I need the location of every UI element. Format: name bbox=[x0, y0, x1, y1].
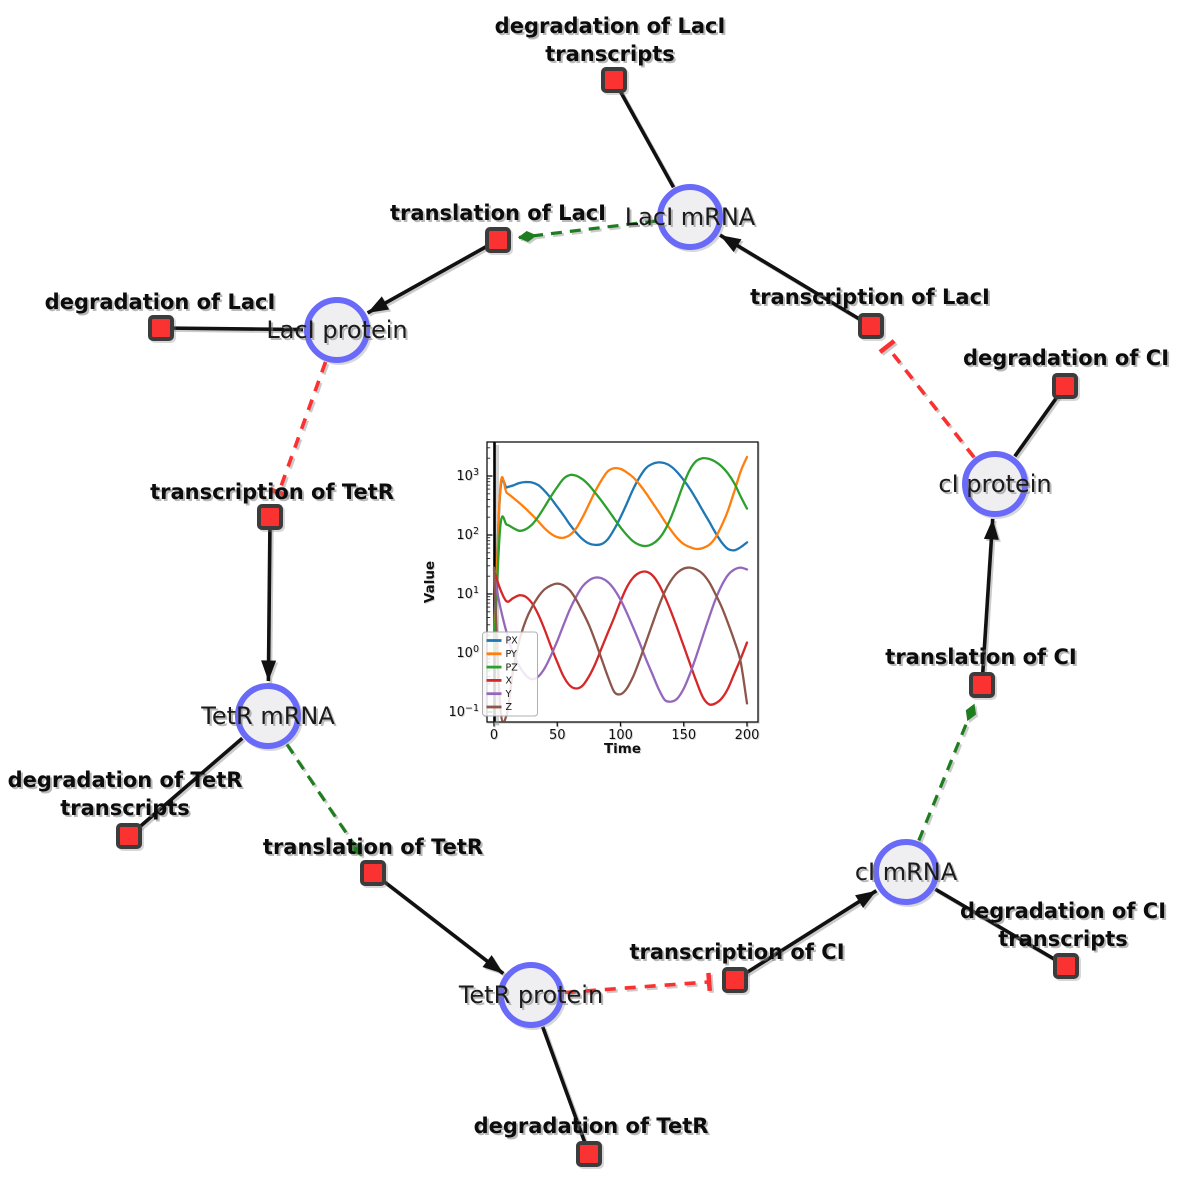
legend-label-PY: PY bbox=[506, 649, 518, 660]
reaction-label-line: degradation of LacI bbox=[44, 290, 276, 314]
edge-modifier-tetr-mrna-tl-tetr bbox=[285, 743, 363, 857]
curve-Z bbox=[492, 566, 749, 722]
reaction-label-line: transcription of LacI bbox=[750, 285, 990, 309]
edge-product-tx-laci-laci-mrna bbox=[719, 233, 871, 327]
reaction-node-tl-ci bbox=[969, 672, 995, 698]
edge-reactant-laci-mrna-deg-laci-tx bbox=[613, 80, 676, 189]
reaction-label-line: transcription of TetR bbox=[150, 480, 394, 504]
species-label-tetr-mrna: TetR mRNA bbox=[201, 702, 335, 730]
y-tick-label: 102 bbox=[456, 526, 479, 543]
edge-reactant-ci-mrna-deg-ci-tx bbox=[934, 887, 1066, 967]
species-node-tetr-protein bbox=[498, 962, 564, 1028]
reaction-label-line: translation of LacI bbox=[390, 201, 606, 225]
edge-reactant-laci-protein-deg-laci bbox=[162, 326, 304, 332]
x-tick-label: 200 bbox=[735, 728, 760, 743]
edge-modifier-ci-mrna-tl-ci bbox=[917, 703, 976, 842]
reaction-label-tl-laci: translation of LacI bbox=[390, 199, 606, 227]
species-node-ci-protein bbox=[962, 451, 1028, 517]
legend-label-X: X bbox=[506, 676, 513, 687]
species-node-laci-mrna bbox=[657, 184, 723, 250]
reaction-label-line: degradation of TetR bbox=[7, 768, 243, 792]
legend-label-PZ: PZ bbox=[506, 662, 519, 673]
legend-label-Y: Y bbox=[505, 689, 512, 700]
edge-reactant-tetr-mrna-deg-tetr-tx bbox=[129, 736, 244, 837]
y-tick-label: 100 bbox=[456, 644, 479, 661]
species-label-laci-protein: LacI protein bbox=[266, 316, 408, 344]
reaction-node-deg-ci bbox=[1052, 373, 1078, 399]
species-node-laci-protein bbox=[304, 297, 370, 363]
y-tick-label: 10−1 bbox=[448, 703, 479, 720]
reaction-label-tx-tetr: transcription of TetR bbox=[150, 478, 394, 506]
edge-inhibitor-laci-protein-tx-tetr bbox=[269, 361, 328, 498]
reaction-node-tx-laci bbox=[858, 313, 884, 339]
edge-product-tx-tetr-tetr-mrna bbox=[261, 518, 277, 682]
edge-product-tx-ci-ci-mrna bbox=[735, 889, 878, 981]
reaction-node-tx-tetr bbox=[257, 504, 283, 530]
legend-label-Z: Z bbox=[506, 702, 513, 713]
reaction-label-line: degradation of CI bbox=[962, 346, 1170, 370]
reaction-label-line: degradation of CI bbox=[959, 899, 1167, 923]
reaction-label-line: degradation of TetR bbox=[473, 1114, 709, 1138]
y-axis-label: Value bbox=[422, 561, 438, 603]
x-tick-label: 150 bbox=[671, 728, 696, 743]
edge-product-tl-laci-laci-protein bbox=[366, 239, 498, 315]
reaction-node-deg-laci-tx bbox=[601, 67, 627, 93]
reaction-label-line: translation of TetR bbox=[262, 835, 484, 859]
species-node-ci-mrna bbox=[873, 839, 939, 905]
reaction-node-deg-tetr bbox=[576, 1141, 602, 1167]
reaction-node-deg-ci-tx bbox=[1053, 953, 1079, 979]
species-label-tetr-protein: TetR protein bbox=[458, 981, 604, 1009]
reaction-label-line: transcription of CI bbox=[629, 940, 845, 964]
y-tick-label: 101 bbox=[456, 585, 479, 602]
reaction-label-tx-ci: transcription of CI bbox=[629, 938, 844, 966]
reaction-label-tx-laci: transcription of LacI bbox=[750, 283, 990, 311]
x-tick-label: 100 bbox=[608, 728, 633, 743]
reaction-label-line: translation of CI bbox=[885, 645, 1077, 669]
reaction-label-line: degradation of LacI bbox=[494, 14, 726, 38]
y-tick-label: 103 bbox=[456, 467, 479, 484]
edge-inhibitor-tetr-protein-tx-ci bbox=[564, 972, 713, 995]
species-label-ci-mrna: cI mRNA bbox=[854, 858, 958, 886]
reaction-label-line: transcripts bbox=[545, 42, 675, 66]
reaction-label-deg-ci-tx: degradation of CI transcripts bbox=[960, 897, 1166, 953]
reaction-node-tx-ci bbox=[722, 967, 748, 993]
reaction-node-tl-laci bbox=[485, 227, 511, 253]
reaction-label-line: transcripts bbox=[60, 796, 190, 820]
reaction-node-deg-laci bbox=[148, 315, 174, 341]
edge-modifier-laci-mrna-tl-laci bbox=[517, 219, 657, 242]
edge-product-tl-tetr-tetr-protein bbox=[373, 872, 505, 976]
x-axis-label: Time bbox=[604, 741, 641, 757]
edge-product-tl-ci-ci-protein bbox=[980, 518, 999, 684]
reaction-label-deg-tetr: degradation of TetR bbox=[474, 1112, 709, 1140]
legend-label-PX: PX bbox=[506, 636, 519, 647]
reaction-label-deg-ci: degradation of CI bbox=[963, 344, 1169, 372]
reaction-label-tl-ci: translation of CI bbox=[885, 643, 1076, 671]
reaction-node-deg-tetr-tx bbox=[116, 823, 142, 849]
x-tick-label: 50 bbox=[549, 728, 566, 743]
species-node-tetr-mrna bbox=[235, 683, 301, 749]
reaction-label-tl-tetr: translation of TetR bbox=[263, 833, 483, 861]
edge-reactant-ci-protein-deg-ci bbox=[1013, 386, 1066, 458]
curve-PZ bbox=[492, 456, 749, 655]
reaction-label-deg-tetr-tx: degradation of TetR transcripts bbox=[8, 766, 243, 822]
edge-inhibitor-ci-protein-tx-laci bbox=[878, 339, 976, 459]
reaction-label-deg-laci-tx: degradation of LacI transcripts bbox=[495, 12, 726, 68]
edge-reactant-tetr-protein-deg-tetr bbox=[541, 1026, 590, 1153]
curve-PX bbox=[492, 461, 749, 637]
curve-PY bbox=[492, 455, 749, 655]
x-tick-label: 0 bbox=[490, 728, 498, 743]
reaction-label-line: transcripts bbox=[998, 927, 1128, 951]
plot-legend: PX PY PZ XYZ bbox=[482, 631, 538, 717]
reaction-label-deg-laci: degradation of LacI bbox=[45, 288, 276, 316]
species-label-ci-protein: cI protein bbox=[938, 470, 1052, 498]
reaction-node-tl-tetr bbox=[360, 860, 386, 886]
species-label-laci-mrna: LacI mRNA bbox=[624, 203, 756, 231]
